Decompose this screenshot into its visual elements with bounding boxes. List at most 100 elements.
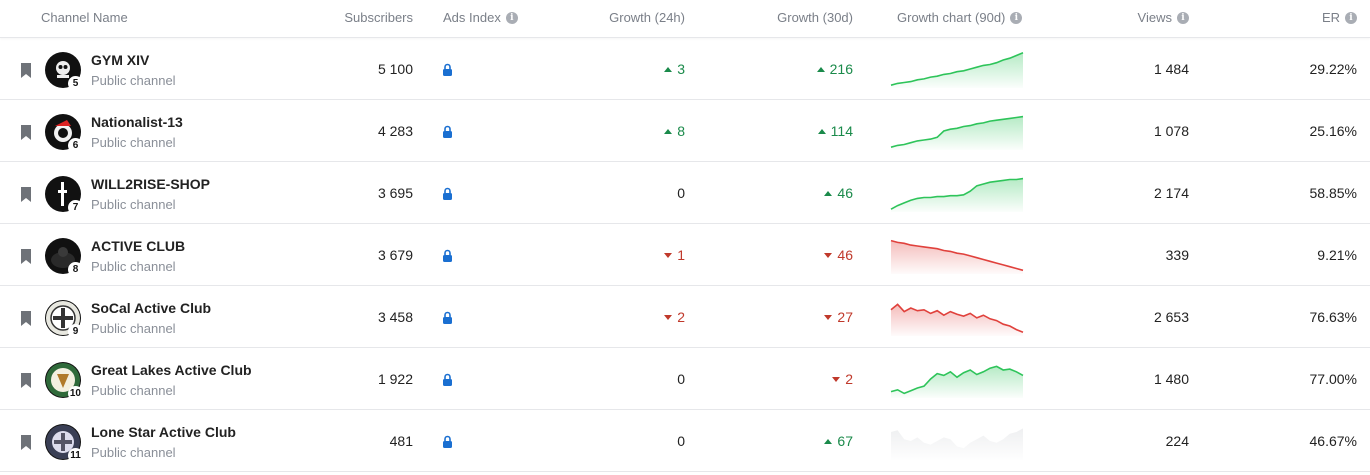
er-value: 58.85%: [1309, 185, 1357, 201]
bookmark-icon[interactable]: [20, 187, 32, 202]
avatar[interactable]: 5: [45, 52, 83, 91]
table-row[interactable]: 5 GYM XIV Public channel 5 100 3 216 1 4…: [0, 38, 1370, 100]
subscribers-value: 5 100: [377, 61, 413, 77]
subscribers-value: 3 679: [377, 247, 413, 263]
triangle-down-icon: [824, 252, 833, 258]
channel-type: Public channel: [91, 73, 176, 88]
er-value: 9.21%: [1317, 247, 1357, 263]
er-value: 46.67%: [1309, 433, 1357, 449]
col-channel-name[interactable]: Channel Name: [41, 10, 128, 25]
triangle-down-icon: [832, 376, 841, 382]
table-row[interactable]: 9 SoCal Active Club Public channel 3 458…: [0, 286, 1370, 348]
subscribers-value: 481: [389, 433, 413, 449]
sparkline-line: [890, 303, 1024, 334]
lock-icon[interactable]: [442, 373, 453, 386]
growth-24h-value: 8: [585, 123, 685, 139]
table-row[interactable]: 8 ACTIVE CLUB Public channel 3 679 1 46 …: [0, 224, 1370, 286]
col-growth-chart[interactable]: Growth chart (90d) i: [897, 10, 1023, 25]
table-row[interactable]: 10 Great Lakes Active Club Public channe…: [0, 348, 1370, 410]
col-views[interactable]: Views i: [1100, 10, 1189, 25]
triangle-down-icon: [824, 314, 833, 320]
lock-icon[interactable]: [442, 249, 453, 262]
triangle-up-icon: [824, 190, 833, 196]
growth-sparkline[interactable]: [890, 296, 1024, 336]
avatar[interactable]: 6: [45, 114, 83, 153]
sparkline-line: [890, 365, 1024, 395]
channel-logo-icon: [46, 301, 80, 335]
info-icon[interactable]: i: [1177, 11, 1189, 24]
growth-24h-value: 1: [585, 247, 685, 263]
rank-badge: 6: [68, 138, 83, 153]
sparkline-area: [891, 178, 1023, 212]
triangle-up-icon: [664, 66, 673, 72]
rank-badge: 9: [68, 324, 83, 339]
subscribers-value: 4 283: [377, 123, 413, 139]
rank-badge: 11: [68, 448, 83, 463]
avatar[interactable]: 9: [45, 300, 83, 339]
avatar[interactable]: 8: [45, 238, 83, 277]
lock-icon[interactable]: [442, 63, 453, 76]
avatar[interactable]: 10: [45, 362, 83, 401]
lock-icon[interactable]: [442, 435, 453, 448]
sparkline-area: [891, 366, 1023, 398]
rank-badge: 8: [68, 262, 83, 277]
growth-30d-value: 114: [750, 123, 853, 139]
table-row[interactable]: 11 Lone Star Active Club Public channel …: [0, 410, 1370, 472]
growth-30d-value: 46: [750, 185, 853, 201]
avatar[interactable]: 7: [45, 176, 83, 215]
growth-30d-value: 216: [750, 61, 853, 77]
er-value: 76.63%: [1309, 309, 1357, 325]
col-er[interactable]: ER i: [1280, 10, 1357, 25]
col-growth-30d[interactable]: Growth (30d): [777, 10, 853, 25]
table-row[interactable]: 7 WILL2RISE-SHOP Public channel 3 695 0 …: [0, 162, 1370, 224]
growth-sparkline[interactable]: [890, 358, 1024, 398]
bookmark-icon[interactable]: [20, 373, 32, 388]
sparkline-line: [890, 52, 1024, 86]
growth-24h-value: 2: [585, 309, 685, 325]
info-icon[interactable]: i: [505, 11, 518, 24]
growth-30d-value: 46: [750, 247, 853, 263]
channel-name[interactable]: WILL2RISE-SHOP: [91, 176, 211, 192]
sparkline-area: [891, 428, 1023, 460]
channel-type: Public channel: [91, 321, 176, 336]
rank-badge: 10: [67, 386, 83, 401]
lock-icon[interactable]: [442, 187, 453, 200]
bookmark-icon[interactable]: [20, 125, 32, 140]
channel-name[interactable]: ACTIVE CLUB: [91, 238, 186, 254]
col-growth-24h[interactable]: Growth (24h): [609, 10, 685, 25]
growth-sparkline[interactable]: [890, 420, 1024, 460]
lock-icon[interactable]: [442, 311, 453, 324]
channel-name[interactable]: SoCal Active Club: [91, 300, 212, 316]
growth-sparkline[interactable]: [890, 172, 1024, 212]
growth-sparkline[interactable]: [890, 48, 1024, 88]
bookmark-icon[interactable]: [20, 63, 32, 78]
lock-icon[interactable]: [442, 125, 453, 138]
channel-name[interactable]: Lone Star Active Club: [91, 424, 236, 440]
growth-24h-value: 0: [677, 371, 685, 387]
info-icon[interactable]: i: [1345, 11, 1357, 24]
table-header: Channel Name Subscribers Ads Index i Grow…: [0, 0, 1370, 38]
triangle-up-icon: [816, 66, 825, 72]
avatar[interactable]: 11: [45, 424, 83, 463]
er-value: 29.22%: [1309, 61, 1357, 77]
col-ads-index[interactable]: Ads Index i: [443, 10, 518, 25]
growth-24h-value: 0: [677, 433, 685, 449]
sparkline-line: [890, 115, 1024, 148]
rank-badge: 7: [68, 200, 83, 215]
growth-24h-value: 0: [677, 185, 685, 201]
col-subscribers[interactable]: Subscribers: [344, 10, 413, 25]
bookmark-icon[interactable]: [20, 249, 32, 264]
channel-name[interactable]: GYM XIV: [91, 52, 150, 68]
channel-type: Public channel: [91, 259, 176, 274]
table-row[interactable]: 6 Nationalist-13 Public channel 4 283 8 …: [0, 100, 1370, 162]
growth-sparkline[interactable]: [890, 110, 1024, 150]
growth-sparkline[interactable]: [890, 234, 1024, 274]
bookmark-icon[interactable]: [20, 435, 32, 450]
channel-name[interactable]: Great Lakes Active Club: [91, 362, 252, 378]
info-icon[interactable]: i: [1010, 11, 1023, 24]
views-value: 339: [1165, 247, 1189, 263]
er-value: 25.16%: [1309, 123, 1357, 139]
bookmark-icon[interactable]: [20, 311, 32, 326]
channel-name[interactable]: Nationalist-13: [91, 114, 183, 130]
subscribers-value: 1 922: [377, 371, 413, 387]
